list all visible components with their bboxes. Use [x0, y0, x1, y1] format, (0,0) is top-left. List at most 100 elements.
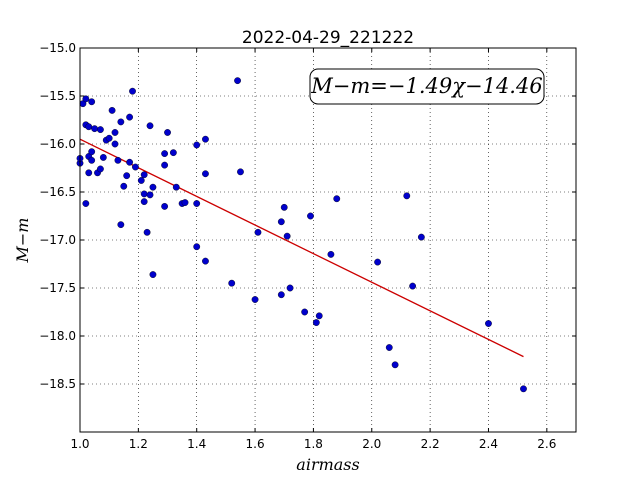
- data-point: [403, 192, 411, 200]
- data-point: [280, 203, 288, 211]
- y-tick-label: −17.0: [39, 233, 76, 247]
- tick-labels: 1.0 1.2 1.4 1.6 1.8 2.0 2.2 2.4 2.6 −15.0 −15.5 −16…: [39, 41, 556, 451]
- data-point: [193, 243, 201, 251]
- data-point: [82, 95, 90, 103]
- data-point: [88, 148, 96, 156]
- data-points: [76, 77, 527, 393]
- y-tick-label: −15.5: [39, 89, 76, 103]
- data-point: [228, 279, 236, 287]
- data-point: [161, 202, 169, 210]
- data-point: [374, 258, 381, 266]
- data-point: [85, 169, 93, 177]
- data-point: [143, 228, 151, 236]
- x-tick-label: 1.2: [129, 437, 148, 451]
- data-point: [105, 134, 113, 142]
- data-point: [117, 118, 125, 126]
- data-point: [97, 126, 104, 134]
- data-point: [149, 183, 157, 191]
- data-point: [315, 312, 323, 320]
- y-tick-label: −15.0: [39, 41, 76, 55]
- data-point: [169, 149, 177, 157]
- data-point: [85, 123, 93, 131]
- data-point: [202, 257, 209, 265]
- data-point: [132, 163, 139, 171]
- x-axis-label: airmass: [296, 455, 359, 474]
- x-tick-label: 2.6: [537, 437, 556, 451]
- data-point: [254, 228, 262, 236]
- data-point: [202, 170, 209, 178]
- data-point: [114, 156, 122, 164]
- data-point: [327, 250, 335, 258]
- data-point: [91, 125, 98, 133]
- data-point: [417, 233, 425, 241]
- data-point: [111, 140, 119, 148]
- data-point: [164, 129, 171, 136]
- data-point: [277, 218, 285, 226]
- data-point: [140, 198, 148, 206]
- x-tick-label: 2.2: [421, 437, 440, 451]
- data-point: [88, 156, 96, 164]
- x-tick-label: 2.4: [479, 437, 498, 451]
- data-point: [277, 291, 285, 299]
- data-point: [111, 129, 119, 136]
- data-point: [146, 122, 154, 130]
- data-point: [99, 154, 107, 161]
- data-point: [391, 361, 399, 369]
- data-point: [108, 107, 116, 114]
- axis-ticks: [79, 47, 576, 432]
- data-point: [146, 191, 154, 199]
- data-point: [149, 271, 157, 278]
- data-point: [286, 284, 294, 292]
- annotation-text: M−m=−1.49χ−14.46: [310, 74, 542, 98]
- x-tick-label: 1.8: [304, 437, 323, 451]
- data-point: [137, 177, 145, 184]
- x-tick-label: 1.0: [70, 437, 89, 451]
- data-point: [333, 195, 341, 203]
- equation-annotation: M−m=−1.49χ−14.46: [309, 68, 545, 105]
- data-point: [82, 200, 90, 207]
- data-point: [161, 150, 169, 158]
- y-tick-label: −16.0: [39, 137, 76, 151]
- data-point: [485, 320, 492, 327]
- x-tick-label: 2.0: [362, 437, 381, 451]
- y-axis-label: M−m: [13, 218, 32, 264]
- data-point: [181, 199, 189, 206]
- data-point: [193, 141, 201, 149]
- chart-title: 2022-04-29_221222: [242, 28, 414, 48]
- x-tick-label: 1.4: [187, 437, 206, 451]
- data-point: [126, 158, 134, 166]
- y-tick-label: −17.5: [39, 281, 76, 295]
- data-point: [520, 385, 527, 393]
- fit-line-group: [79, 138, 524, 358]
- grid-lines: [79, 47, 576, 432]
- data-point: [123, 172, 131, 180]
- data-point: [193, 200, 201, 207]
- x-tick-label: 1.6: [246, 437, 265, 451]
- y-tick-label: −18.0: [39, 329, 76, 343]
- data-point: [237, 168, 244, 176]
- data-point: [88, 98, 96, 106]
- data-point: [120, 182, 128, 190]
- data-point: [97, 165, 104, 173]
- data-point: [140, 171, 148, 179]
- data-point: [129, 87, 136, 95]
- data-point: [283, 232, 291, 240]
- data-point: [117, 221, 125, 229]
- annotation-box: [309, 68, 545, 105]
- y-tick-label: −16.5: [39, 185, 76, 199]
- data-point: [409, 282, 417, 290]
- data-point: [126, 113, 134, 121]
- data-point: [301, 308, 309, 316]
- y-tick-label: −18.5: [39, 377, 76, 391]
- data-point: [234, 77, 241, 85]
- data-point: [140, 190, 148, 198]
- data-point: [385, 344, 393, 351]
- data-point: [161, 161, 169, 169]
- data-point: [312, 319, 320, 326]
- data-point: [172, 183, 180, 191]
- data-point: [202, 135, 209, 143]
- fit-line: [79, 138, 524, 358]
- data-point: [307, 212, 314, 220]
- data-point: [251, 296, 259, 303]
